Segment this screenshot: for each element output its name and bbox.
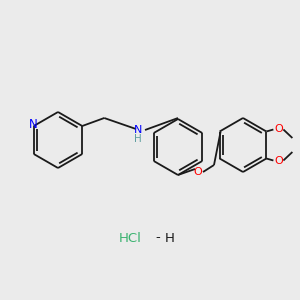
Text: HCl: HCl [118,232,141,244]
Text: O: O [194,167,202,177]
Text: N: N [28,118,37,131]
Text: O: O [274,155,283,166]
Text: H: H [134,134,142,144]
Text: O: O [274,124,283,134]
Text: H: H [165,232,175,244]
Text: N: N [134,125,142,135]
Text: -: - [156,232,161,244]
